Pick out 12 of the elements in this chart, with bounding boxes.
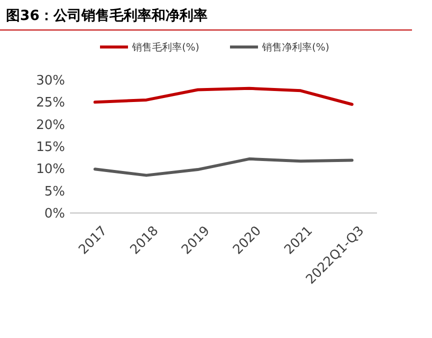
line-series	[94, 86, 354, 106]
y-tick-label: 20%	[36, 118, 65, 133]
y-tick-label: 0%	[44, 206, 65, 222]
legend-label: 销售净利率(%)	[261, 42, 330, 54]
y-tick-label: 30%	[36, 74, 65, 89]
chart-title: 图36：公司销售毛利率和净利率	[6, 7, 208, 24]
y-tick-label: 15%	[36, 140, 65, 156]
legend-label: 销售毛利率(%)	[131, 42, 200, 54]
y-tick-label: 10%	[36, 162, 65, 178]
line-series	[94, 157, 354, 177]
y-tick-label: 5%	[44, 184, 65, 200]
y-tick-label: 25%	[36, 96, 65, 111]
